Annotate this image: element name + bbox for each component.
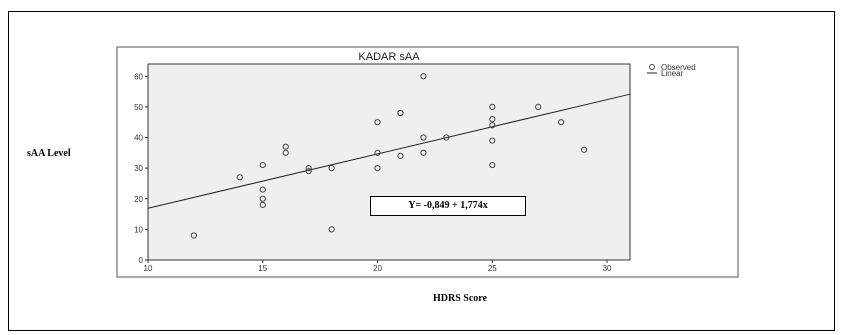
legend-observed-label: Observed [661, 63, 696, 72]
chart-title: KADAR sAA [358, 51, 420, 63]
linear-fit-line [147, 93, 631, 209]
plot-area [147, 63, 631, 261]
legend-linear-label: Linear [661, 69, 684, 78]
observed-point [190, 232, 198, 239]
observed-point [535, 103, 542, 110]
observed-point [259, 161, 266, 169]
x-tick-label: 10 [144, 264, 153, 273]
observed-point [374, 119, 381, 126]
x-tick-label: 25 [488, 264, 497, 273]
x-axis-label: HDRS Score [433, 293, 487, 304]
observed-point [397, 152, 404, 159]
observed-point [489, 103, 496, 110]
observed-point [282, 143, 289, 150]
y-tick-label: 10 [134, 225, 143, 234]
observed-point [259, 195, 266, 202]
observed-point [236, 174, 243, 181]
y-tick-label: 40 [134, 134, 143, 143]
observed-point [374, 165, 381, 172]
observed-point [489, 116, 496, 123]
observed-point [328, 165, 335, 172]
observed-point [259, 201, 266, 208]
observed-point [420, 73, 427, 80]
observed-point [420, 134, 427, 141]
y-axis-label: sAA Level [27, 148, 71, 159]
observed-point [305, 165, 312, 172]
observed-point [558, 119, 565, 126]
observed-point [489, 161, 496, 169]
y-tick-label: 50 [134, 103, 143, 112]
observed-point [305, 168, 312, 175]
regression-equation: Y= -0,849 + 1,774x [370, 196, 526, 216]
observed-point [580, 146, 588, 153]
observed-point [328, 226, 335, 233]
observed-point [489, 137, 496, 144]
observed-point [443, 134, 450, 141]
x-tick-label: 30 [603, 264, 612, 273]
observed-point [420, 149, 427, 156]
y-tick-label: 60 [134, 72, 143, 81]
x-axis: 10 15 20 25 30 [144, 260, 612, 273]
plot-content [147, 73, 631, 239]
observed-point [397, 109, 404, 117]
y-tick-label: 20 [134, 195, 143, 204]
observed-point [259, 186, 266, 193]
observed-point [374, 149, 381, 156]
legend-observed-marker [649, 64, 655, 70]
legend: Observed Linear [647, 63, 696, 78]
x-tick-label: 20 [373, 264, 382, 273]
observed-point [489, 122, 496, 129]
observed-point [282, 149, 289, 156]
y-tick-label: 0 [139, 256, 144, 265]
x-tick-label: 15 [258, 264, 267, 273]
y-axis: 0 10 20 30 40 50 60 [134, 72, 148, 265]
y-tick-label: 30 [134, 164, 143, 173]
